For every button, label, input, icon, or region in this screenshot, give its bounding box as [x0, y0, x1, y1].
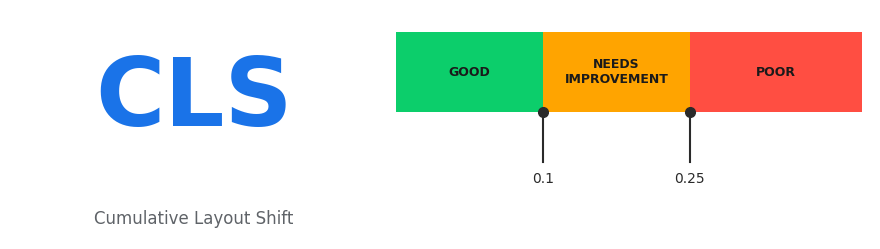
Bar — [543, 32, 690, 112]
Text: 0.1: 0.1 — [532, 172, 554, 186]
Text: CLS: CLS — [95, 54, 292, 146]
Text: Cumulative Layout Shift: Cumulative Layout Shift — [94, 210, 293, 228]
Text: GOOD: GOOD — [449, 66, 490, 79]
Bar — [690, 32, 862, 112]
Bar — [396, 32, 543, 112]
Text: NEEDS
IMPROVEMENT: NEEDS IMPROVEMENT — [564, 59, 668, 86]
Text: 0.25: 0.25 — [674, 172, 705, 186]
Text: POOR: POOR — [756, 66, 796, 79]
